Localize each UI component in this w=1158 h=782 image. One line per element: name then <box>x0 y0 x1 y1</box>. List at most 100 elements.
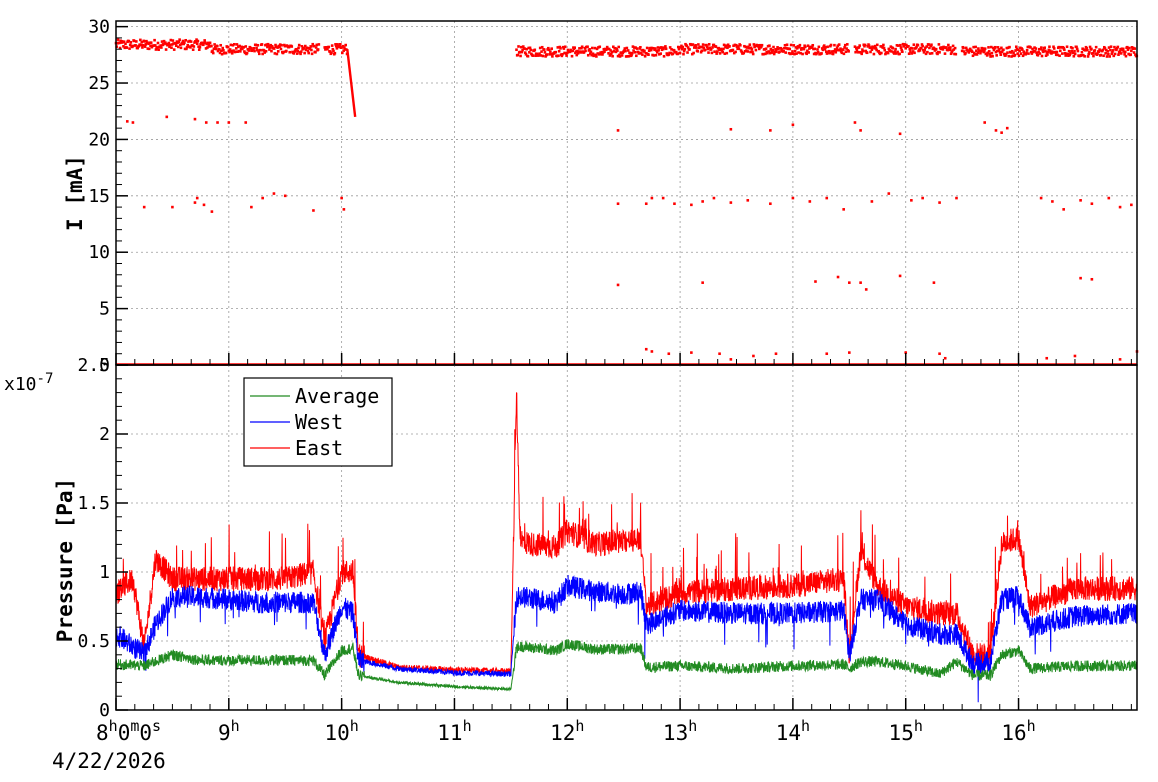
current-point <box>760 43 764 47</box>
current-point <box>1065 52 1068 56</box>
current-point <box>1031 47 1034 51</box>
current-point <box>826 45 829 49</box>
current-point <box>590 53 593 57</box>
current-point <box>799 51 802 55</box>
current-point <box>116 38 120 41</box>
current-point <box>314 46 318 49</box>
current-point <box>971 54 975 58</box>
current-point <box>1006 51 1009 54</box>
current-point <box>686 46 690 49</box>
current-point <box>584 49 587 53</box>
current-point <box>1056 53 1059 57</box>
current-y-tick-label: 30 <box>88 17 110 38</box>
pressure-y-tick-label: 1 <box>99 562 110 583</box>
current-point <box>896 44 900 47</box>
current-outlier-point <box>1000 131 1003 134</box>
current-point <box>285 49 288 53</box>
current-point <box>615 47 618 51</box>
current-point <box>1029 50 1033 54</box>
current-outlier-point <box>701 200 704 203</box>
current-point <box>722 47 725 51</box>
current-point <box>247 49 251 52</box>
current-outlier-point <box>1005 126 1009 130</box>
current-point <box>680 47 684 51</box>
multiplier-base: x10 <box>4 374 37 395</box>
current-outlier-point <box>673 202 676 206</box>
current-point <box>875 43 879 47</box>
current-point <box>152 44 156 47</box>
current-point <box>1044 49 1047 53</box>
current-point <box>1037 50 1040 54</box>
current-panel: 0 5 10 15 20 25 30 I [mA] <box>63 17 1139 376</box>
current-point <box>632 49 635 52</box>
current-point <box>304 48 308 52</box>
current-point <box>891 46 895 50</box>
current-point <box>913 51 916 55</box>
current-point <box>975 49 978 53</box>
current-point <box>535 52 539 56</box>
current-point <box>878 52 882 56</box>
current-point <box>691 43 695 46</box>
current-point <box>705 45 709 49</box>
x-tick-label: 12h <box>550 717 584 745</box>
current-point <box>168 43 172 47</box>
current-point <box>149 44 152 48</box>
current-point <box>743 49 747 53</box>
current-point <box>1083 55 1086 58</box>
current-point <box>275 52 279 56</box>
current-point <box>630 53 633 57</box>
current-point <box>218 48 221 51</box>
current-outlier-point <box>752 354 755 358</box>
x-tick-hour-unit: h <box>350 717 359 735</box>
current-point <box>1045 51 1049 54</box>
current-point <box>204 41 207 45</box>
current-point <box>1058 49 1062 53</box>
current-point <box>116 42 119 45</box>
current-point <box>954 52 958 56</box>
current-point <box>519 45 523 49</box>
current-point <box>549 52 553 56</box>
current-point <box>1008 45 1011 49</box>
current-point <box>624 49 627 53</box>
time-x-axis: 8h0m0s 9h 10h 11h 12h 13h 14h 15h 16h <box>96 353 1132 745</box>
current-point <box>706 47 710 51</box>
current-point <box>685 44 689 48</box>
current-y-tick-label: 10 <box>88 242 110 263</box>
current-point <box>172 42 175 45</box>
current-point <box>628 51 632 55</box>
current-point <box>143 45 147 48</box>
current-outlier-point <box>825 196 829 200</box>
current-point <box>541 54 545 58</box>
current-point <box>670 48 673 51</box>
current-point <box>1122 50 1126 53</box>
current-point <box>293 49 297 53</box>
current-point <box>863 44 866 48</box>
current-point <box>150 45 154 49</box>
current-point <box>839 50 843 53</box>
current-point <box>1006 46 1010 50</box>
current-point <box>973 51 976 55</box>
current-point <box>664 45 667 48</box>
current-point <box>932 47 936 50</box>
current-point <box>758 43 762 47</box>
current-point <box>540 45 544 49</box>
current-point <box>640 49 644 52</box>
current-point <box>1033 50 1037 53</box>
x-tick-hour-unit: h <box>463 717 472 735</box>
x-tick-origin-part: 0 <box>139 721 152 745</box>
pressure-series-average <box>115 638 1138 692</box>
current-point <box>257 50 260 53</box>
current-point <box>128 47 131 50</box>
current-point <box>307 51 310 55</box>
current-point <box>601 53 604 56</box>
current-point <box>836 44 840 48</box>
legend-label-average: Average <box>295 384 379 408</box>
current-point <box>1047 48 1051 52</box>
current-point <box>835 48 838 52</box>
current-point <box>134 44 137 47</box>
current-point <box>1129 53 1132 56</box>
current-point <box>938 51 941 54</box>
current-point <box>635 47 639 50</box>
current-point <box>1019 46 1022 50</box>
current-point <box>270 45 274 48</box>
